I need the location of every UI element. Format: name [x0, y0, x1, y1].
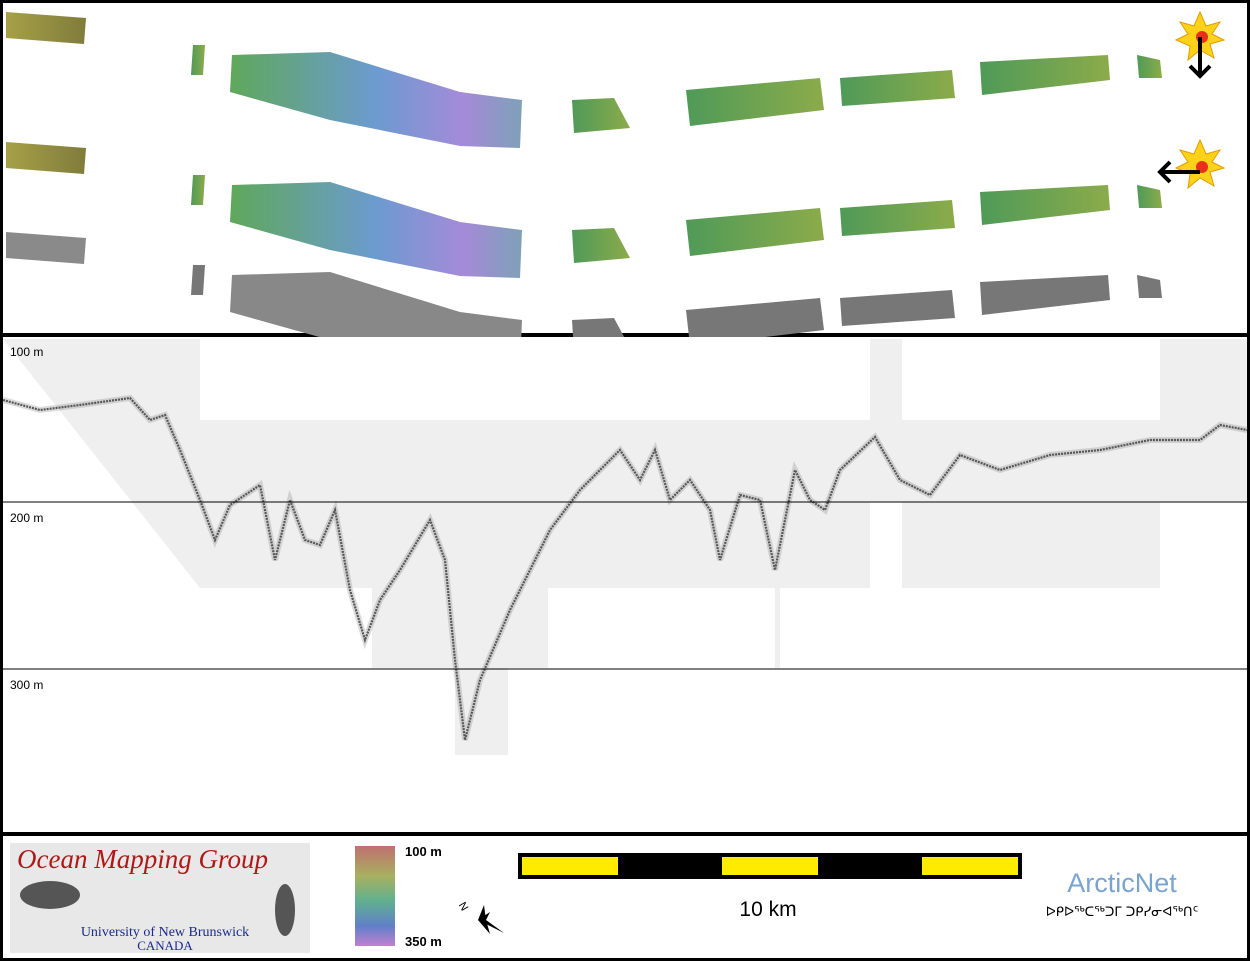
omg-country: CANADA [137, 938, 193, 953]
swath [572, 98, 630, 133]
seabed-trace [2, 396, 1248, 741]
logo-shape [20, 881, 80, 909]
swath [980, 185, 1110, 225]
swath [840, 70, 955, 106]
swath [980, 275, 1110, 315]
swath [686, 78, 824, 126]
swath [230, 52, 522, 148]
swath [686, 298, 824, 346]
swath-group [6, 12, 1162, 368]
swath [840, 290, 955, 326]
swath [191, 175, 205, 205]
depth-label: 300 m [10, 678, 43, 692]
colorbar [355, 846, 395, 946]
swath [980, 55, 1110, 95]
logo-shape [275, 884, 295, 936]
arcticnet-inuktitut: ᐅᑭᐅᖅᑕᖅᑐᒥ ᑐᑭᓯᓂᐊᖅᑎᑦ [1046, 905, 1198, 920]
swath [191, 265, 205, 295]
scale-segment [722, 857, 818, 875]
swath [6, 12, 86, 44]
scale-segment [922, 857, 1018, 875]
omg-university: University of New Brunswick [81, 925, 249, 940]
swath [840, 200, 955, 236]
seabed-scatter [2, 394, 1248, 741]
colorbar-label: 100 m [405, 844, 442, 859]
swath [572, 228, 630, 263]
swath-panel [3, 3, 1247, 333]
depth-label: 100 m [10, 345, 43, 359]
sun-icon [1174, 10, 1226, 79]
swath [230, 182, 522, 278]
arcticnet-logo: ArcticNet [1067, 868, 1177, 898]
swath [1137, 275, 1162, 298]
swath [686, 208, 824, 256]
sun-icon [1157, 138, 1226, 190]
depth-label: 200 m [10, 511, 43, 525]
scale-label: 10 km [739, 898, 796, 921]
scale-segment [522, 857, 618, 875]
echogram-coverage [3, 339, 1247, 755]
swath [6, 142, 86, 174]
swath [1137, 55, 1162, 78]
swath [1137, 185, 1162, 208]
swath [6, 232, 86, 264]
swath [191, 45, 205, 75]
colorbar-label: 350 m [405, 934, 442, 949]
omg-title: Ocean Mapping Group [17, 844, 268, 874]
